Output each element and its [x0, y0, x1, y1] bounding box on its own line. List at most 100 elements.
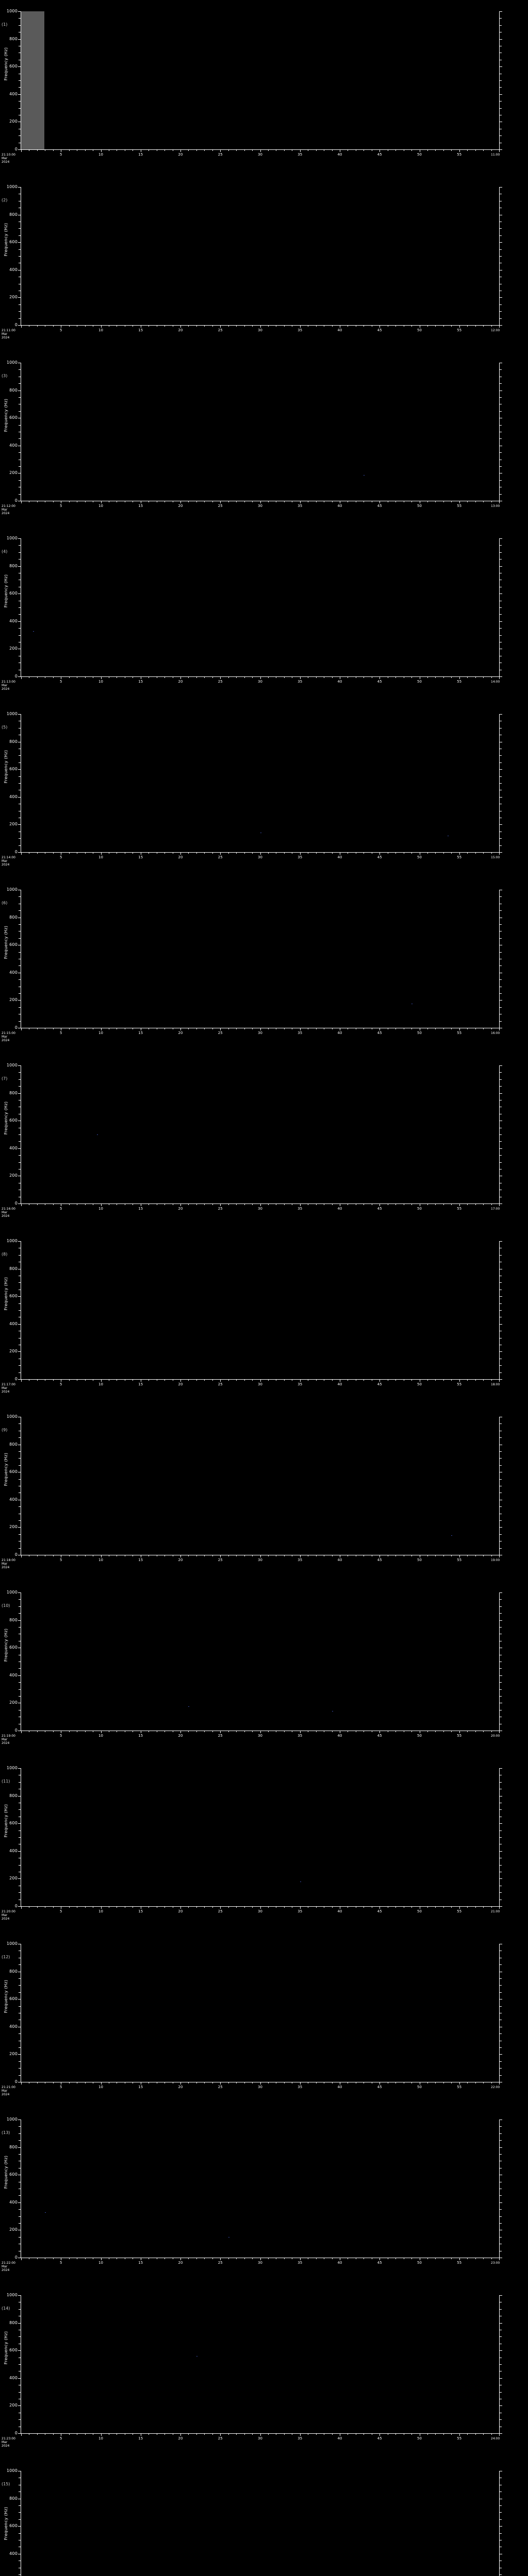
start-time-month: Mar — [2, 1211, 8, 1214]
y-axis-minor-tick — [19, 1134, 21, 1135]
y-axis-minor-tick — [19, 1606, 21, 1607]
x-axis-minor-tick — [53, 326, 54, 327]
x-axis-tick — [300, 853, 301, 855]
x-axis-minor-tick — [164, 1731, 166, 1732]
x-axis-minor-tick — [252, 1204, 253, 1205]
y-axis-minor-tick — [19, 1451, 21, 1452]
y-axis-tick-label: 0 — [14, 498, 18, 503]
y-axis-minor-tick — [19, 635, 21, 636]
y-axis-minor-tick-right — [500, 2392, 502, 2393]
x-axis-minor-tick — [53, 501, 54, 502]
x-axis-minor-tick — [475, 501, 476, 502]
y-axis-tick — [18, 1379, 21, 1380]
x-axis-minor-tick — [244, 1731, 245, 1732]
x-axis-tick — [220, 853, 221, 855]
x-axis-tick — [101, 2258, 102, 2260]
x-axis-minor-tick — [212, 1907, 213, 1908]
y-axis-minor-tick — [19, 1964, 21, 1965]
x-axis-minor-tick — [427, 1731, 428, 1732]
x-axis-minor-tick — [316, 2434, 317, 2435]
x-axis-tick — [21, 1204, 22, 1206]
x-axis-minor-tick — [188, 2082, 189, 2083]
y-axis-minor-tick — [19, 1372, 21, 1373]
x-axis-tick-label: 35 — [298, 2085, 303, 2089]
x-axis-minor-tick — [316, 1380, 317, 1381]
x-axis-tick — [180, 2082, 181, 2084]
y-axis-minor-tick — [19, 228, 21, 229]
x-axis-tick — [21, 2258, 22, 2260]
x-axis-minor-tick — [316, 853, 317, 854]
x-axis-tick — [101, 2434, 102, 2436]
x-axis-tick-label: 50 — [417, 2085, 422, 2089]
y-axis-minor-tick — [19, 2223, 21, 2224]
x-axis-minor-tick — [483, 501, 484, 502]
y-axis-tick-right — [500, 325, 502, 326]
x-axis-tick — [260, 326, 261, 328]
x-axis-minor-tick — [204, 150, 205, 151]
y-axis-minor-tick-right — [500, 1437, 502, 1438]
x-axis-minor-tick — [196, 1028, 197, 1029]
x-axis-tick — [180, 1555, 181, 1557]
x-axis-tick-label: 50 — [417, 1382, 422, 1386]
x-axis-minor-tick — [284, 1731, 285, 1732]
x-axis-tick-label: 15 — [138, 680, 143, 684]
x-axis-minor-tick — [451, 677, 452, 678]
x-axis-tick — [260, 853, 261, 855]
y-axis-minor-tick-right — [500, 1837, 502, 1838]
x-axis-tick-label: 10 — [98, 855, 103, 859]
y-axis-tick — [18, 1296, 21, 1297]
x-axis-tick-label: 5 — [60, 2261, 62, 2265]
y-axis-tick-label: 200 — [9, 2052, 18, 2057]
x-axis-tick-label: 35 — [298, 1734, 303, 1738]
x-axis-tick — [101, 1204, 102, 1206]
y-axis-minor-tick-right — [500, 1282, 502, 1283]
panel-number: (13) — [2, 2130, 10, 2135]
x-axis-minor-tick — [435, 1555, 436, 1556]
y-axis-tick-label: 400 — [9, 1497, 18, 1502]
x-axis-tick-label: 5 — [60, 1382, 62, 1386]
x-axis-minor-tick — [467, 853, 468, 854]
y-axis-tick-right — [500, 1148, 502, 1149]
x-axis-tick-label: 40 — [337, 1558, 342, 1562]
y-axis-tick-label: 200 — [9, 470, 18, 476]
y-axis-tick-label: 800 — [9, 212, 18, 217]
x-axis-minor-tick — [228, 150, 229, 151]
x-axis-tick-label: 40 — [337, 1382, 342, 1386]
y-axis-tick-right — [500, 1351, 502, 1352]
x-axis-end-time-label: 19:00 — [491, 1558, 500, 1562]
y-axis-minor-tick — [19, 1007, 21, 1008]
y-axis-minor-tick — [19, 755, 21, 756]
y-axis-minor-tick-right — [500, 318, 502, 319]
x-axis-tick-label: 15 — [138, 855, 143, 859]
x-axis-minor-tick — [85, 677, 86, 678]
y-axis-minor-tick-right — [500, 1162, 502, 1163]
y-axis-tick-right — [500, 297, 502, 298]
y-axis-tick-label: 1000 — [6, 1063, 18, 1067]
start-time-year: 2024 — [2, 1566, 10, 1569]
x-axis-minor-tick — [483, 2082, 484, 2083]
x-axis-minor-tick — [483, 853, 484, 854]
y-axis-tick-label: 1000 — [6, 711, 18, 716]
x-axis-minor-tick — [475, 326, 476, 327]
y-axis-minor-tick — [19, 249, 21, 250]
y-axis-tick-label: 200 — [9, 2403, 18, 2408]
x-axis-minor-tick — [148, 501, 150, 502]
x-axis-minor-tick — [69, 501, 70, 502]
x-axis-minor-tick — [284, 1555, 285, 1556]
x-axis-minor-tick — [316, 1555, 317, 1556]
x-axis-minor-tick — [188, 1028, 189, 1029]
y-axis-minor-tick-right — [500, 1479, 502, 1480]
x-axis-minor-tick — [467, 501, 468, 502]
x-axis-tick — [260, 1731, 261, 1733]
y-axis-tick-label: 400 — [9, 794, 18, 799]
y-axis-minor-tick-right — [500, 2075, 502, 2076]
x-axis-minor-tick — [332, 677, 333, 678]
y-axis-minor-tick-right — [500, 1520, 502, 1521]
y-axis-tick — [18, 2378, 21, 2379]
x-axis-minor-tick — [69, 2082, 70, 2083]
x-axis-minor-tick — [53, 1555, 54, 1556]
x-axis-tick-label: 10 — [98, 504, 103, 508]
x-axis-minor-tick — [244, 2258, 245, 2259]
y-axis-minor-tick-right — [500, 466, 502, 467]
x-axis-tick-label: 15 — [138, 1382, 143, 1386]
